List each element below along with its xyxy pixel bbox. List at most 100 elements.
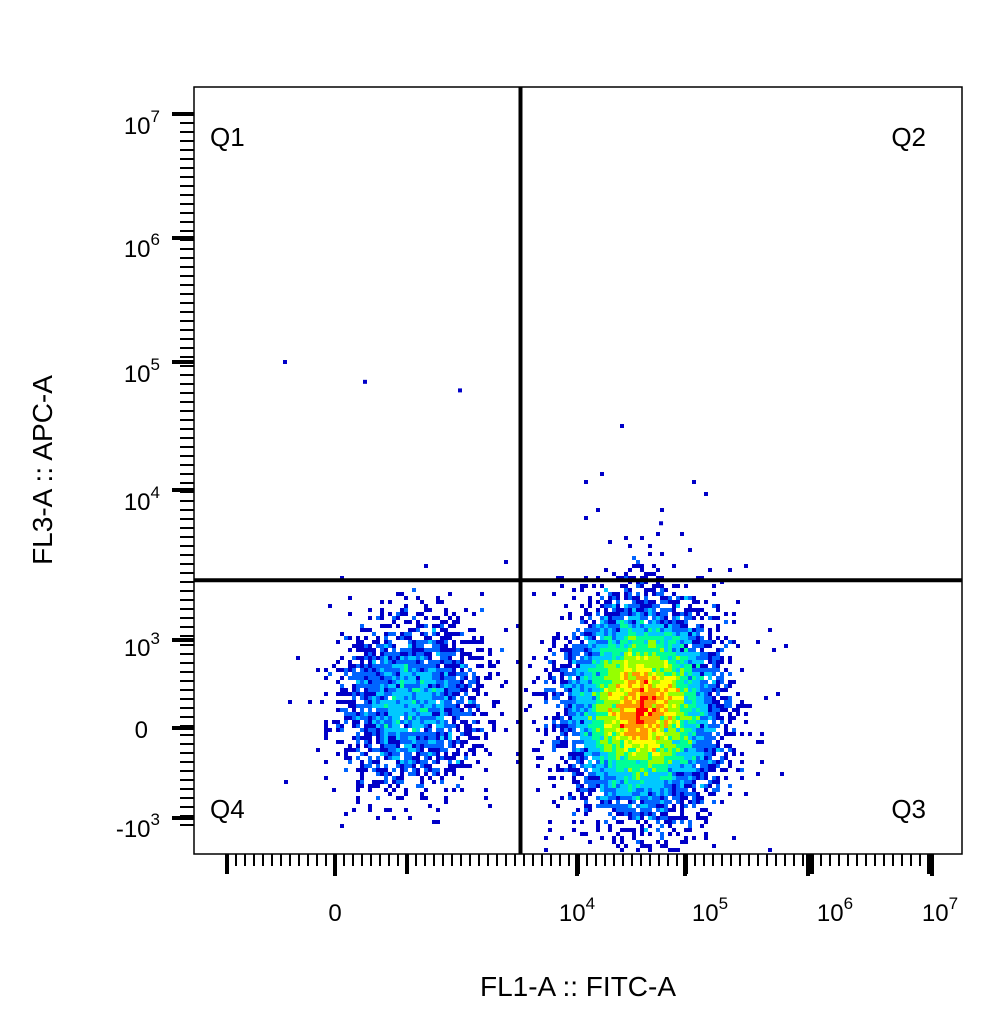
density-cell [604, 800, 608, 804]
density-cell [608, 672, 612, 676]
density-cell [624, 760, 628, 764]
density-cell [428, 708, 432, 712]
density-cell [608, 756, 612, 760]
density-cell [688, 688, 692, 692]
density-cell [644, 604, 648, 608]
density-cell [400, 668, 404, 672]
density-cell [672, 684, 676, 688]
density-cell [584, 832, 588, 836]
density-cell [680, 840, 684, 844]
density-cell [516, 752, 520, 756]
density-cell [404, 736, 408, 740]
density-cell [600, 624, 604, 628]
density-cell [360, 704, 364, 708]
density-cell [560, 616, 564, 620]
density-cell [648, 716, 652, 720]
density-cell [692, 780, 696, 784]
density-cell [608, 596, 612, 600]
density-cell [732, 612, 736, 616]
density-cell [684, 788, 688, 792]
density-cell [688, 792, 692, 796]
density-cell [660, 684, 664, 688]
density-cell [648, 680, 652, 684]
density-cell [620, 660, 624, 664]
density-cell [440, 676, 444, 680]
density-cell [696, 624, 700, 628]
density-cell [704, 700, 708, 704]
density-cell [616, 744, 620, 748]
density-cell [676, 740, 680, 744]
density-cell [604, 804, 608, 808]
density-cell [436, 708, 440, 712]
density-cell [648, 816, 652, 820]
density-cell [600, 804, 604, 808]
density-cell [640, 612, 644, 616]
density-cell [596, 672, 600, 676]
density-cell [600, 744, 604, 748]
density-cell [656, 704, 660, 708]
density-cell [600, 660, 604, 664]
density-cell [632, 836, 636, 840]
density-cell [616, 612, 620, 616]
density-cell [568, 724, 572, 728]
density-cell [688, 736, 692, 740]
density-cell [396, 740, 400, 744]
density-cell [580, 648, 584, 652]
density-cell [348, 760, 352, 764]
density-cell [612, 616, 616, 620]
density-cell [644, 636, 648, 640]
density-cell [640, 796, 644, 800]
density-cell [660, 708, 664, 712]
density-cell [384, 676, 388, 680]
density-cell [584, 720, 588, 724]
density-cell [324, 668, 328, 672]
density-cell [684, 660, 688, 664]
density-cell [372, 684, 376, 688]
density-cell [688, 548, 692, 552]
density-cell [632, 704, 636, 708]
density-cell [576, 712, 580, 716]
density-cell [636, 820, 640, 824]
density-cell [692, 760, 696, 764]
density-cell [616, 648, 620, 652]
density-cell [660, 668, 664, 672]
density-cell [564, 644, 568, 648]
density-cell [592, 672, 596, 676]
density-cell [408, 644, 412, 648]
density-cell [756, 772, 760, 776]
density-cell [580, 720, 584, 724]
density-cell [388, 808, 392, 812]
density-cell [324, 720, 328, 724]
density-cell [664, 820, 668, 824]
density-cell [628, 664, 632, 668]
density-cell [616, 608, 620, 612]
density-cell [692, 728, 696, 732]
density-cell [400, 608, 404, 612]
density-cell [676, 700, 680, 704]
quadrant-label-q3: Q3 [891, 794, 926, 824]
density-cell [648, 688, 652, 692]
density-cell [624, 648, 628, 652]
density-cell [432, 692, 436, 696]
density-cell [536, 692, 540, 696]
density-cell [448, 688, 452, 692]
density-cell [668, 672, 672, 676]
density-cell [680, 748, 684, 752]
density-cell [396, 736, 400, 740]
density-cell [416, 660, 420, 664]
density-cell [472, 748, 476, 752]
density-cell [468, 764, 472, 768]
density-cell [716, 716, 720, 720]
density-cell [428, 744, 432, 748]
density-cell [368, 704, 372, 708]
density-cell [604, 620, 608, 624]
density-cell [700, 728, 704, 732]
density-cell [648, 624, 652, 628]
density-cell [596, 760, 600, 764]
density-cell [680, 628, 684, 632]
density-cell [668, 676, 672, 680]
density-cell [628, 648, 632, 652]
density-cell [640, 640, 644, 644]
density-cell [672, 604, 676, 608]
density-cell [700, 664, 704, 668]
